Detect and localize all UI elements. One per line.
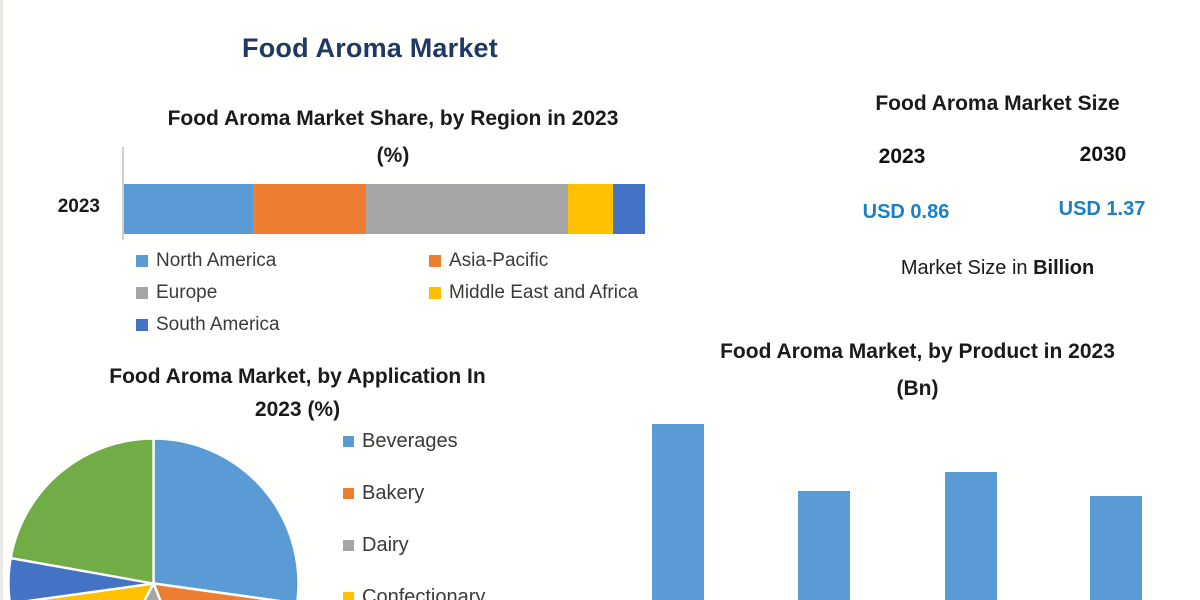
product-chart-title-line1: Food Aroma Market, by Product in 2023 xyxy=(720,340,1115,363)
legend-item: Confectionary xyxy=(343,586,485,600)
market-size-year-2030: 2030 xyxy=(1079,143,1127,166)
legend-item: Middle East and Africa xyxy=(429,282,638,304)
stacked-segment-north-america xyxy=(124,184,254,234)
pie-slice-dairy xyxy=(143,582,162,600)
stacked-segment-south-america xyxy=(612,184,645,234)
stacked-segment-middle-east-and-africa xyxy=(567,184,613,234)
region-chart-y-axis xyxy=(122,147,124,240)
stacked-segment-asia-pacific xyxy=(253,184,366,234)
legend-label: Beverages xyxy=(362,430,458,452)
legend-item: Beverages xyxy=(343,430,458,453)
legend-swatch xyxy=(136,255,148,267)
region-axis-category-label: 2023 xyxy=(57,196,100,217)
application-chart-title-line2: 2023 (%) xyxy=(254,398,341,421)
legend-label: Middle East and Africa xyxy=(449,282,639,303)
region-chart-title-line2: (%) xyxy=(376,144,410,167)
market-size-value-2023: USD 0.86 xyxy=(862,201,950,223)
region-chart-title-line1: Food Aroma Market Share, by Region in 20… xyxy=(167,107,619,130)
market-size-caption: Market Size in Billion xyxy=(800,257,1195,280)
legend-swatch xyxy=(343,436,354,447)
legend-label: Confectionary xyxy=(362,586,486,600)
legend-swatch xyxy=(136,319,148,331)
application-chart-title-line1: Food Aroma Market, by Application In xyxy=(109,365,486,388)
application-pie-chart xyxy=(7,437,300,600)
pie-slice xyxy=(9,437,155,585)
legend-item: South America xyxy=(136,314,280,336)
legend-label: Asia-Pacific xyxy=(449,250,549,271)
market-size-year-2023: 2023 xyxy=(878,145,926,168)
legend-item: Europe xyxy=(136,282,217,304)
product-bar-1 xyxy=(652,424,704,600)
legend-swatch xyxy=(343,488,354,499)
legend-label: Europe xyxy=(156,282,218,303)
left-edge-line xyxy=(0,0,3,600)
legend-item: North America xyxy=(136,250,276,272)
region-stacked-bar xyxy=(124,184,645,234)
legend-swatch xyxy=(343,592,354,600)
market-size-title: Food Aroma Market Size xyxy=(875,92,1120,115)
page-title: Food Aroma Market xyxy=(242,33,498,63)
product-bar-3 xyxy=(945,472,997,600)
stacked-segment-europe xyxy=(365,184,568,234)
legend-label: Bakery xyxy=(362,482,425,504)
legend-label: Dairy xyxy=(362,534,409,556)
market-size-caption-unit: Billion xyxy=(1033,257,1095,279)
legend-item: Asia-Pacific xyxy=(429,250,548,272)
legend-swatch xyxy=(429,287,441,299)
legend-item: Dairy xyxy=(343,534,409,557)
legend-swatch xyxy=(429,255,441,267)
legend-swatch xyxy=(343,540,354,551)
pie-slice-bakery xyxy=(152,582,281,600)
product-chart-title-line2: (Bn) xyxy=(896,377,939,400)
legend-label: North America xyxy=(156,250,277,271)
legend-label: South America xyxy=(156,314,280,335)
pie-slice-beverages xyxy=(152,437,300,600)
market-size-caption-prefix: Market Size in xyxy=(900,257,1034,279)
legend-item: Bakery xyxy=(343,482,424,505)
product-bar-2 xyxy=(798,491,850,600)
pie-slice-confectionary xyxy=(26,582,155,600)
product-bar-4 xyxy=(1090,496,1142,600)
legend-swatch xyxy=(136,287,148,299)
market-size-value-2030: USD 1.37 xyxy=(1058,198,1146,220)
